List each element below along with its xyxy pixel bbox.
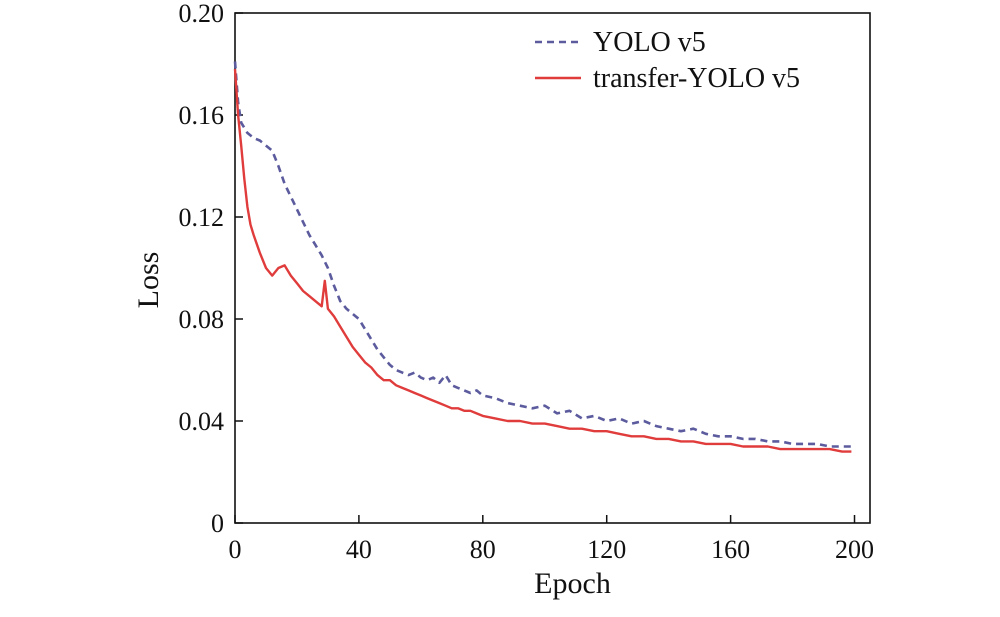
x-tick-label: 80 [470, 535, 496, 564]
y-tick-label: 0.04 [179, 407, 225, 436]
x-tick-label: 160 [711, 535, 750, 564]
series-layer [233, 61, 852, 453]
x-tick-label: 120 [587, 535, 626, 564]
series-line-transfer-yolo-v5 [233, 69, 852, 453]
legend-label: transfer-YOLO v5 [593, 63, 800, 94]
x-tick-label: 40 [346, 535, 372, 564]
plot-border [234, 12, 871, 524]
y-tick-label: 0 [211, 509, 224, 538]
series-line-yolo-v5 [233, 61, 852, 448]
legend: YOLO v5 transfer-YOLO v5 [535, 27, 800, 94]
y-tick-label: 0.08 [179, 305, 225, 334]
x-axis-title: Epoch [534, 567, 611, 600]
plot-frame [234, 12, 871, 524]
x-axis-ticks: 0 40 80 120 160 200 [229, 515, 874, 564]
y-axis-title: Loss [132, 252, 165, 309]
y-axis-ticks: 0 0.04 0.08 0.12 0.16 0.20 [179, 0, 243, 538]
y-tick-label: 0.16 [179, 101, 225, 130]
x-tick-label: 0 [229, 535, 242, 564]
y-tick-label: 0.12 [179, 203, 225, 232]
x-tick-label: 200 [835, 535, 874, 564]
legend-label: YOLO v5 [593, 27, 706, 58]
y-tick-label: 0.20 [179, 0, 225, 28]
